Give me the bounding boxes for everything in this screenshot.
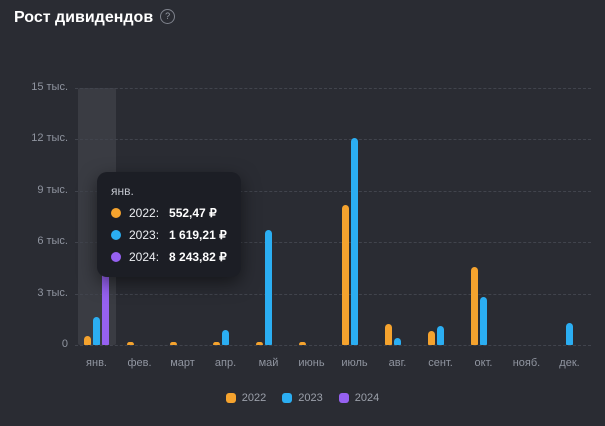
legend-swatch-icon bbox=[338, 393, 349, 403]
bar-2022-май[interactable] bbox=[256, 342, 263, 345]
bar-2022-фев[interactable] bbox=[127, 342, 134, 345]
tooltip-series-value: 552,47 ₽ bbox=[169, 206, 217, 220]
y-axis-tick-label: 3 тыс. bbox=[37, 286, 68, 299]
bar-2023-дек[interactable] bbox=[566, 322, 573, 345]
tooltip-series-label: 2024: bbox=[129, 250, 160, 264]
bar-2023-янв[interactable] bbox=[93, 317, 100, 345]
bar-2022-март[interactable] bbox=[170, 342, 177, 345]
gridline bbox=[75, 293, 591, 295]
gridline bbox=[75, 88, 591, 89]
bar-2022-июнь[interactable] bbox=[299, 341, 306, 345]
series-dot-icon bbox=[111, 208, 121, 218]
y-axis: 0 3 тыс. 6 тыс. 9 тыс. 12 тыс. 15 тыс. bbox=[8, 81, 68, 350]
bar-2023-авг[interactable] bbox=[394, 337, 401, 345]
x-axis-tick-label: сент. bbox=[428, 357, 453, 369]
chart-tooltip: янв. 2022: 552,47 ₽ 2023: 1 619,21 ₽ 2024: 8 … bbox=[97, 172, 241, 277]
bar-2022-окт[interactable] bbox=[471, 267, 478, 345]
legend-item-2024[interactable]: 2024 bbox=[338, 392, 380, 404]
bar-2022-авг[interactable] bbox=[385, 323, 392, 345]
tooltip-month-label: янв. bbox=[111, 184, 134, 198]
gridline bbox=[75, 139, 591, 141]
legend-label: 2022 bbox=[241, 392, 267, 404]
bar-2023-окт[interactable] bbox=[480, 297, 487, 345]
bar-2022-сент[interactable] bbox=[428, 330, 435, 345]
tooltip-series-label: 2022: bbox=[129, 206, 160, 220]
tooltip-rows: 2022: 552,47 ₽ 2023: 1 619,21 ₽ 2024: 8 243,8… bbox=[111, 206, 227, 264]
legend-swatch-icon bbox=[225, 393, 236, 403]
x-axis-tick-label: нояб. bbox=[512, 357, 541, 369]
page-title: Рост дивидендов bbox=[14, 9, 154, 26]
x-axis-tick-label: июль bbox=[341, 357, 368, 369]
help-icon[interactable]: ? bbox=[160, 9, 176, 24]
tooltip-series-label: 2023: bbox=[129, 228, 160, 242]
x-axis-tick-label: май bbox=[258, 357, 279, 369]
x-axis-tick-label: авг. bbox=[388, 357, 407, 369]
series-dot-icon bbox=[111, 252, 121, 262]
y-axis-tick-label: 15 тыс. bbox=[31, 81, 68, 93]
y-axis-tick-label: 6 тыс. bbox=[37, 235, 68, 248]
bar-2023-май[interactable] bbox=[265, 230, 272, 345]
x-axis-tick-label: янв. bbox=[86, 357, 107, 369]
gridline bbox=[75, 345, 591, 346]
legend-item-2022[interactable]: 2022 bbox=[225, 392, 267, 404]
x-axis-tick-label: март bbox=[170, 357, 195, 369]
y-axis-tick-label: 0 bbox=[61, 338, 68, 350]
y-axis-tick-label: 9 тыс. bbox=[37, 183, 68, 196]
bar-2022-янв[interactable] bbox=[84, 335, 91, 345]
bar-2023-июль[interactable] bbox=[351, 137, 358, 345]
chart-legend: 2022 2023 2024 bbox=[0, 392, 605, 404]
tooltip-row: 2024: 8 243,82 ₽ bbox=[111, 250, 227, 264]
legend-item-2023[interactable]: 2023 bbox=[282, 392, 323, 404]
panel-header: Рост дивидендов ? bbox=[14, 8, 176, 28]
gridline bbox=[75, 190, 591, 192]
x-axis-tick-label: июнь bbox=[298, 357, 325, 369]
x-axis: янв. фев. март апр. май июнь июль авг. сент. окт.… bbox=[75, 357, 591, 373]
bar-2022-апр[interactable] bbox=[213, 342, 220, 345]
x-axis-tick-label: дек. bbox=[559, 357, 580, 369]
tooltip-series-value: 1 619,21 ₽ bbox=[169, 228, 227, 242]
y-axis-tick-label: 12 тыс. bbox=[31, 132, 68, 145]
x-axis-tick-label: фев. bbox=[127, 357, 152, 369]
x-axis-tick-label: окт. bbox=[474, 357, 493, 369]
legend-label: 2024 bbox=[354, 392, 380, 404]
x-axis-tick-label: апр. bbox=[214, 357, 237, 369]
legend-label: 2023 bbox=[298, 392, 323, 404]
tooltip-row: 2023: 1 619,21 ₽ bbox=[111, 228, 227, 242]
bar-2023-апр[interactable] bbox=[222, 330, 229, 345]
bar-2023-сент[interactable] bbox=[437, 326, 444, 345]
bar-2022-июль[interactable] bbox=[342, 205, 349, 345]
gridline bbox=[75, 242, 591, 244]
tooltip-series-value: 8 243,82 ₽ bbox=[169, 250, 227, 264]
series-dot-icon bbox=[111, 230, 121, 240]
legend-swatch-icon bbox=[282, 393, 293, 403]
tooltip-row: 2022: 552,47 ₽ bbox=[111, 206, 227, 220]
